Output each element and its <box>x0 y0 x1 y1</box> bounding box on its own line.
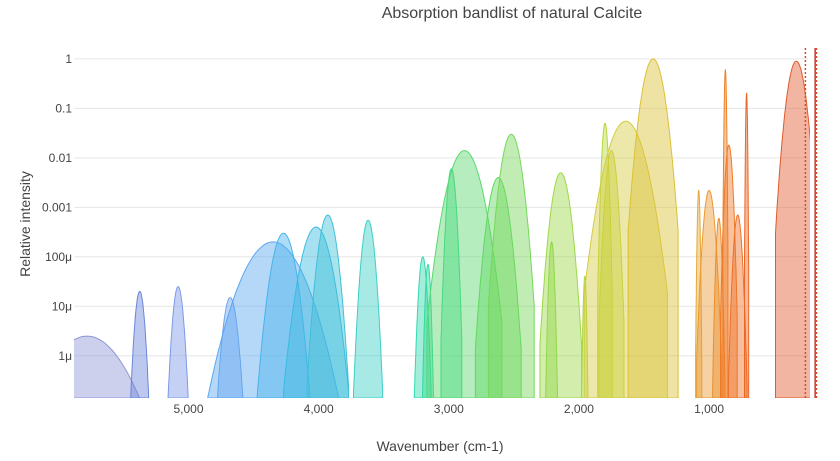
absorption-band <box>207 241 339 398</box>
y-tick-label: 0.01 <box>49 151 73 165</box>
y-axis-label: Relative intensity <box>17 171 33 277</box>
absorption-band <box>306 214 350 398</box>
line-markers <box>804 48 818 398</box>
absorption-band <box>598 150 625 398</box>
absorption-band <box>217 297 244 398</box>
absorption-band <box>583 120 668 398</box>
absorption-band <box>167 286 189 398</box>
y-tick-label: 10μ <box>52 299 72 313</box>
absorption-band <box>474 176 522 398</box>
absorption-band <box>722 68 729 398</box>
y-tick-label: 1μ <box>58 349 72 363</box>
x-tick-label: 4,000 <box>304 402 334 416</box>
x-tick-label: 1,000 <box>694 402 724 416</box>
y-gridlines <box>74 58 808 357</box>
absorption-band <box>283 226 349 398</box>
y-tick-label: 0.1 <box>55 101 72 115</box>
absorption-band <box>422 263 434 398</box>
y-tick-label: 100μ <box>45 250 72 264</box>
x-tick-label: 5,000 <box>174 402 204 416</box>
absorption-band <box>539 172 583 398</box>
x-axis-label: Wavenumber (cm-1) <box>376 438 503 454</box>
chart-title: Absorption bandlist of natural Calcite <box>382 5 643 22</box>
absorption-band <box>744 92 750 398</box>
y-tick-label: 1 <box>65 52 72 66</box>
absorption-band <box>775 60 810 398</box>
absorption-band <box>74 335 140 398</box>
x-tick-label: 2,000 <box>564 402 594 416</box>
bands <box>74 58 810 398</box>
x-tick-label: 3,000 <box>434 402 464 416</box>
absorption-band <box>627 58 679 398</box>
absorption-band <box>440 168 463 398</box>
y-tick-labels: 1 0.1 0.01 0.001 100μ 10μ 1μ <box>42 52 72 363</box>
absorption-band <box>581 275 589 398</box>
absorption-band <box>487 133 535 398</box>
absorption-band <box>353 219 384 398</box>
absorption-band <box>130 290 150 398</box>
absorption-band <box>696 189 723 398</box>
absorption-band <box>720 144 738 398</box>
absorption-band <box>426 150 503 398</box>
x-tick-labels: 5,000 4,000 3,000 2,000 1,000 <box>174 402 725 416</box>
absorption-band <box>256 232 311 398</box>
y-tick-label: 0.001 <box>42 200 72 214</box>
absorption-band <box>545 241 559 398</box>
absorption-band <box>597 122 613 398</box>
